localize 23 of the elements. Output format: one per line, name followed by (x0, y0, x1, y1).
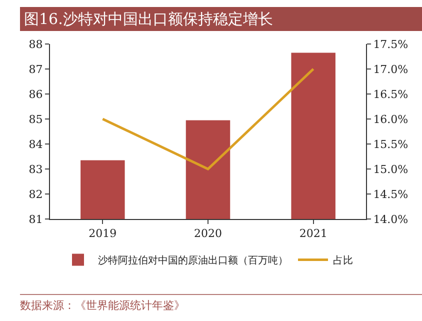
y2-tick-label: 14.0% (373, 212, 408, 226)
y2-tick-label: 17.5% (373, 38, 408, 51)
y-tick-label: 81 (28, 212, 43, 226)
y2-tick-label: 15.0% (373, 162, 408, 176)
x-tick-label: 2020 (194, 227, 222, 240)
y2-tick-label: 17.0% (373, 62, 408, 76)
y-tick-label: 87 (28, 62, 43, 76)
y2-tick-label: 15.5% (373, 138, 408, 151)
legend-label: 占比 (333, 254, 353, 267)
y-tick-label: 85 (28, 112, 43, 126)
y-tick-label: 84 (28, 138, 43, 151)
x-tick-label: 2019 (88, 227, 117, 240)
source-note: 数据来源：《世界能源统计年鉴》 (20, 294, 422, 313)
x-tick-label: 2021 (299, 227, 328, 240)
legend-label: 沙特阿拉伯对中国的原油出口额（百万吨） (98, 254, 288, 267)
y-tick-label: 86 (28, 88, 43, 101)
y-tick-label: 88 (28, 38, 43, 51)
y2-tick-label: 16.0% (373, 112, 408, 126)
y2-tick-label: 14.5% (373, 188, 408, 201)
chart-title: 图16.沙特对中国出口额保持稳定增长 (20, 7, 422, 31)
y2-tick-label: 16.5% (373, 88, 408, 101)
y-tick-label: 82 (28, 188, 43, 201)
y-tick-label: 83 (28, 162, 43, 176)
